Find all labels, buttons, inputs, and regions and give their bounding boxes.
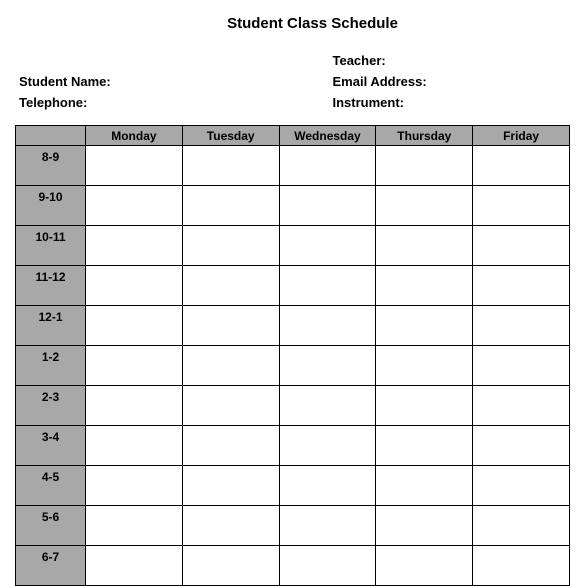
info-section: Student Name: Telephone: Teacher: Email …	[15, 50, 570, 113]
schedule-cell	[376, 266, 473, 306]
header-row: Monday Tuesday Wednesday Thursday Friday	[16, 126, 570, 146]
schedule-cell	[473, 546, 570, 586]
schedule-cell	[473, 186, 570, 226]
info-left-col: Student Name: Telephone:	[15, 50, 293, 113]
time-slot-cell: 9-10	[16, 186, 86, 226]
schedule-cell	[182, 266, 279, 306]
table-row: 8-9	[16, 146, 570, 186]
corner-cell	[16, 126, 86, 146]
schedule-cell	[279, 226, 376, 266]
schedule-cell	[279, 506, 376, 546]
schedule-cell	[86, 306, 183, 346]
table-row: 4-5	[16, 466, 570, 506]
schedule-cell	[473, 466, 570, 506]
schedule-cell	[86, 466, 183, 506]
schedule-cell	[182, 226, 279, 266]
table-row: 10-11	[16, 226, 570, 266]
table-row: 5-6	[16, 506, 570, 546]
schedule-cell	[473, 306, 570, 346]
schedule-cell	[279, 466, 376, 506]
schedule-cell	[182, 146, 279, 186]
teacher-label: Teacher:	[333, 50, 571, 71]
schedule-cell	[279, 186, 376, 226]
table-row: 11-12	[16, 266, 570, 306]
time-slot-cell: 6-7	[16, 546, 86, 586]
time-slot-cell: 12-1	[16, 306, 86, 346]
schedule-cell	[86, 426, 183, 466]
telephone-label: Telephone:	[19, 92, 293, 113]
schedule-cell	[86, 346, 183, 386]
header-thursday: Thursday	[376, 126, 473, 146]
schedule-cell	[182, 506, 279, 546]
schedule-cell	[473, 506, 570, 546]
student-name-label: Student Name:	[19, 71, 293, 92]
time-slot-cell: 11-12	[16, 266, 86, 306]
time-slot-cell: 5-6	[16, 506, 86, 546]
time-slot-cell: 3-4	[16, 426, 86, 466]
schedule-cell	[86, 266, 183, 306]
schedule-cell	[473, 346, 570, 386]
schedule-cell	[279, 426, 376, 466]
schedule-cell	[376, 186, 473, 226]
schedule-cell	[86, 226, 183, 266]
table-row: 1-2	[16, 346, 570, 386]
schedule-cell	[376, 426, 473, 466]
schedule-cell	[376, 146, 473, 186]
schedule-cell	[279, 266, 376, 306]
schedule-cell	[182, 466, 279, 506]
schedule-cell	[279, 146, 376, 186]
time-slot-cell: 8-9	[16, 146, 86, 186]
time-slot-cell: 4-5	[16, 466, 86, 506]
schedule-cell	[376, 306, 473, 346]
schedule-cell	[376, 386, 473, 426]
schedule-cell	[182, 186, 279, 226]
header-wednesday: Wednesday	[279, 126, 376, 146]
header-friday: Friday	[473, 126, 570, 146]
schedule-cell	[473, 426, 570, 466]
schedule-cell	[86, 506, 183, 546]
time-slot-cell: 10-11	[16, 226, 86, 266]
schedule-cell	[279, 346, 376, 386]
header-tuesday: Tuesday	[182, 126, 279, 146]
header-monday: Monday	[86, 126, 183, 146]
schedule-cell	[182, 546, 279, 586]
schedule-cell	[376, 506, 473, 546]
schedule-cell	[376, 546, 473, 586]
schedule-cell	[182, 386, 279, 426]
page-title: Student Class Schedule	[55, 15, 570, 32]
table-row: 9-10	[16, 186, 570, 226]
schedule-cell	[376, 346, 473, 386]
schedule-cell	[376, 466, 473, 506]
time-slot-cell: 2-3	[16, 386, 86, 426]
schedule-cell	[86, 186, 183, 226]
table-row: 3-4	[16, 426, 570, 466]
schedule-cell	[279, 386, 376, 426]
table-row: 2-3	[16, 386, 570, 426]
schedule-cell	[182, 306, 279, 346]
schedule-cell	[279, 306, 376, 346]
schedule-cell	[182, 426, 279, 466]
info-right-col: Teacher: Email Address: Instrument:	[293, 50, 571, 113]
schedule-table: Monday Tuesday Wednesday Thursday Friday…	[15, 125, 570, 586]
schedule-cell	[473, 266, 570, 306]
table-row: 12-1	[16, 306, 570, 346]
table-body: 8-99-1010-1111-1212-11-22-33-44-55-66-7	[16, 146, 570, 586]
teacher-spacer	[19, 50, 293, 71]
schedule-cell	[473, 386, 570, 426]
table-row: 6-7	[16, 546, 570, 586]
schedule-cell	[473, 226, 570, 266]
schedule-cell	[376, 226, 473, 266]
instrument-label: Instrument:	[333, 92, 571, 113]
schedule-cell	[86, 546, 183, 586]
schedule-cell	[182, 346, 279, 386]
schedule-cell	[86, 386, 183, 426]
schedule-cell	[86, 146, 183, 186]
schedule-cell	[473, 146, 570, 186]
email-label: Email Address:	[333, 71, 571, 92]
time-slot-cell: 1-2	[16, 346, 86, 386]
schedule-cell	[279, 546, 376, 586]
